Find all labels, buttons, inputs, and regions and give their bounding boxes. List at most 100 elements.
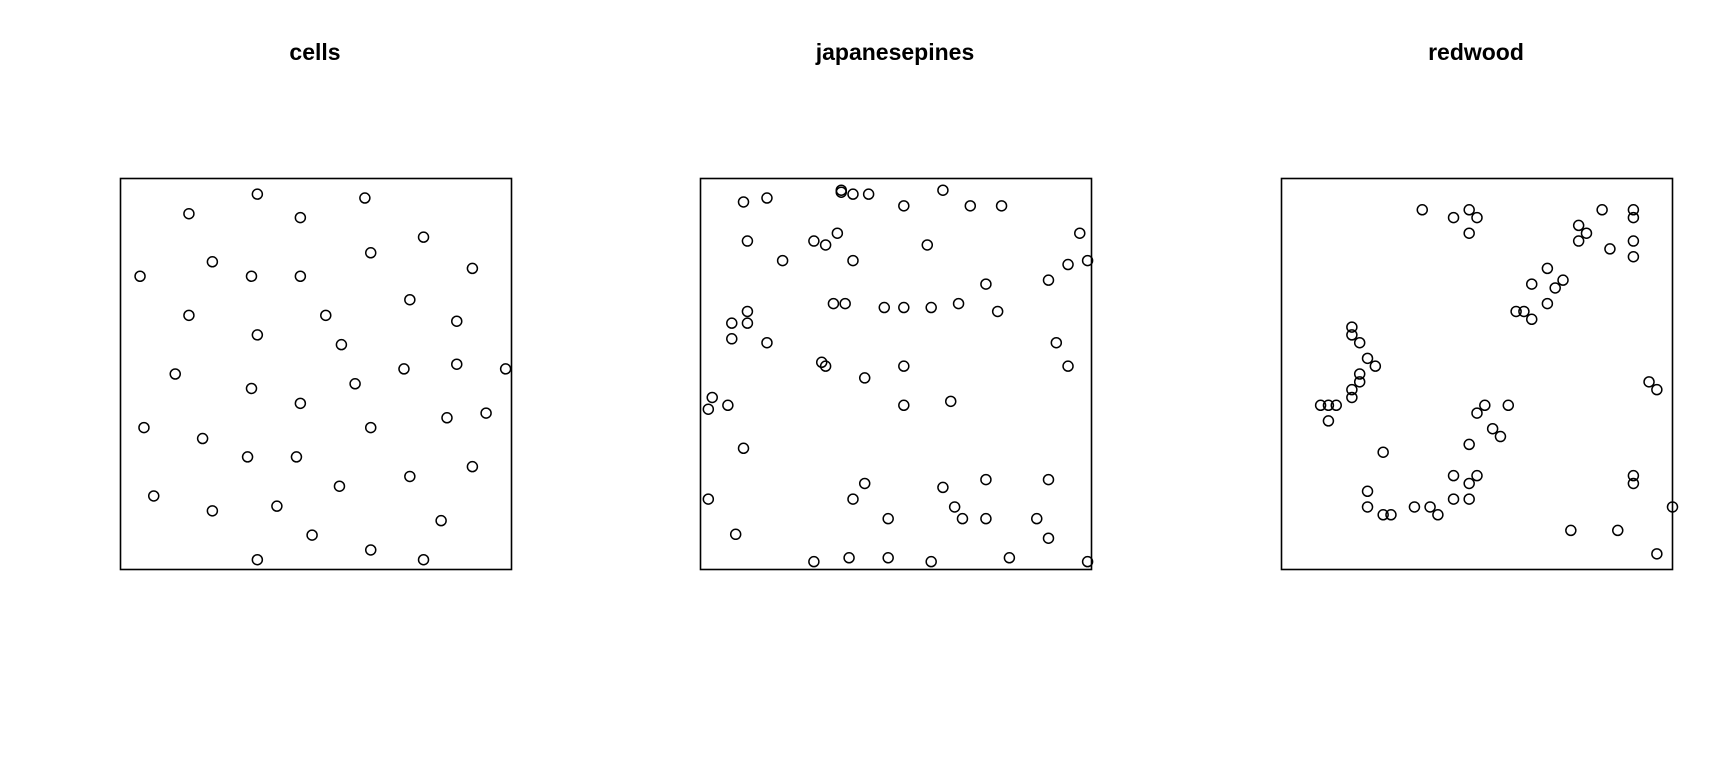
data-point (147, 490, 160, 502)
data-point (1479, 399, 1491, 412)
data-point (898, 360, 910, 372)
data-point (995, 200, 1008, 212)
data-point (819, 239, 832, 251)
data-point (702, 493, 715, 505)
data-point (944, 395, 957, 408)
data-point (847, 254, 859, 267)
data-point (1447, 493, 1460, 505)
data-point (333, 480, 346, 492)
data-point (847, 188, 859, 200)
data-point (1432, 509, 1444, 521)
data-point (1643, 376, 1655, 388)
data-point (451, 358, 463, 370)
data-point (134, 270, 146, 282)
data-point (1447, 469, 1460, 482)
panel-title-cells: cells (289, 39, 340, 65)
data-point (294, 397, 307, 410)
data-point (858, 477, 871, 490)
data-point (1322, 415, 1335, 427)
data-point (952, 297, 965, 310)
data-point (1471, 211, 1483, 224)
data-point (335, 338, 348, 351)
data-point (835, 186, 848, 198)
data-point (271, 500, 283, 512)
data-point (1651, 383, 1663, 396)
panel-title-redwood: redwood (1428, 39, 1524, 65)
data-point (964, 200, 977, 212)
data-point (858, 372, 871, 384)
point-group-cells (134, 188, 512, 566)
data-point (1596, 204, 1608, 216)
data-point (320, 309, 332, 322)
data-point (898, 301, 910, 314)
data-point (1572, 219, 1585, 232)
data-point (761, 192, 773, 204)
data-point (245, 270, 258, 282)
data-point (206, 505, 219, 517)
data-point (1565, 524, 1577, 537)
data-point (1003, 552, 1016, 564)
data-point (1471, 407, 1483, 419)
panel-japanesepines: japanesepines (699, 39, 1094, 571)
data-point (741, 235, 754, 247)
data-point (1627, 211, 1640, 224)
data-point (937, 481, 949, 494)
data-point (1074, 227, 1086, 239)
data-point (1042, 274, 1055, 286)
data-point (761, 336, 773, 349)
data-point (1330, 399, 1342, 412)
data-point (1525, 313, 1538, 326)
data-point (1361, 352, 1374, 365)
data-point (1471, 469, 1483, 482)
data-point (882, 552, 894, 564)
data-point (878, 301, 891, 314)
data-point (1353, 336, 1366, 349)
plot-frame-redwood (1280, 177, 1674, 571)
data-point (480, 407, 492, 419)
data-point (815, 356, 828, 369)
data-point (921, 239, 934, 251)
data-point (1651, 548, 1663, 560)
data-point (948, 501, 961, 513)
data-point (138, 421, 150, 434)
data-point (980, 473, 992, 486)
plot-frame-japanesepines (699, 177, 1093, 571)
data-point (1627, 235, 1640, 247)
data-point (294, 270, 307, 282)
panel-redwood: redwood (1280, 39, 1679, 571)
data-point (741, 317, 754, 329)
data-point (831, 227, 844, 239)
data-point (1408, 501, 1421, 513)
data-point (1486, 422, 1499, 435)
data-point (1557, 274, 1569, 286)
data-point (359, 192, 371, 204)
data-point (737, 442, 750, 455)
data-point (1541, 262, 1554, 275)
data-point (206, 256, 219, 268)
data-point (1377, 446, 1389, 458)
data-point (183, 207, 195, 220)
data-point (1081, 555, 1094, 568)
data-point (737, 196, 750, 208)
data-point (1627, 204, 1640, 216)
data-point (364, 247, 377, 259)
data-point (1031, 512, 1043, 525)
data-point (862, 188, 875, 200)
data-point (196, 432, 209, 445)
data-point (1627, 477, 1640, 490)
data-point (980, 278, 992, 290)
data-point (1463, 438, 1475, 451)
data-point (1463, 493, 1475, 505)
data-point (1666, 501, 1679, 513)
data-point (364, 544, 377, 556)
data-point (776, 254, 789, 267)
data-point (808, 235, 820, 247)
point-group-japanesepines (702, 184, 1094, 568)
data-point (882, 512, 894, 525)
data-point (1541, 297, 1554, 310)
data-point (706, 391, 718, 404)
data-point (1353, 368, 1366, 380)
data-point (925, 555, 937, 568)
data-point (183, 309, 195, 322)
